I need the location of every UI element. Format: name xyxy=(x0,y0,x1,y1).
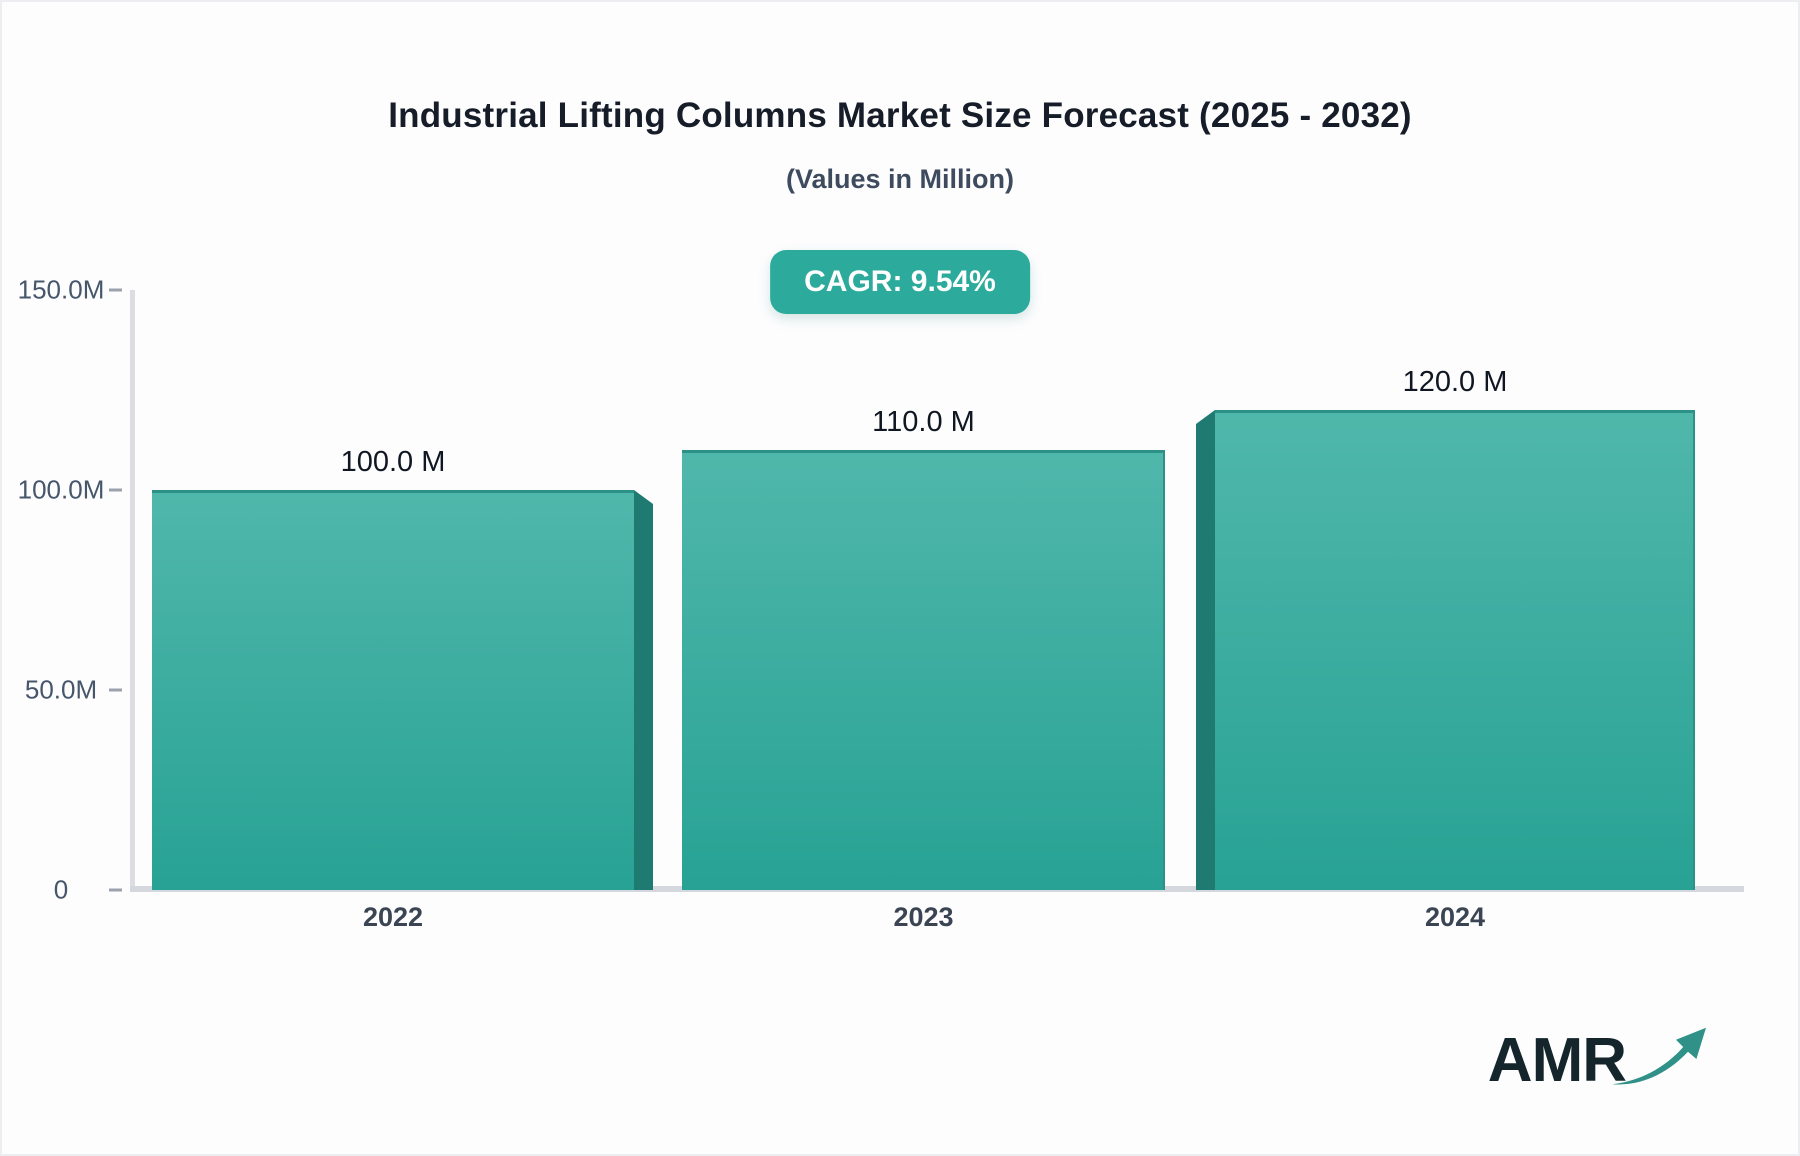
y-axis-line xyxy=(130,290,135,890)
bar-2022 xyxy=(152,490,634,890)
brand-logo: AMR xyxy=(1487,1026,1706,1099)
bar-value-label: 120.0 M xyxy=(1402,366,1508,398)
brand-logo-text: AMR xyxy=(1487,1026,1627,1095)
chart-subtitle: (Values in Million) xyxy=(785,164,1015,194)
y-tick-mark xyxy=(109,288,122,292)
y-tick-mark xyxy=(109,488,122,492)
bar-value-label: 110.0 M xyxy=(872,406,975,438)
y-tick-label: 0 xyxy=(53,874,69,905)
bar-3d-side xyxy=(1196,410,1215,890)
x-category-label: 2024 xyxy=(1424,902,1486,932)
bar-3d-side xyxy=(634,490,653,890)
x-category-label: 2023 xyxy=(893,902,954,932)
y-tick-mark xyxy=(109,888,122,892)
bar-2023 xyxy=(682,450,1165,890)
y-tick-label: 150.0M xyxy=(17,274,105,305)
bar-value-label: 100.0 M xyxy=(340,446,446,478)
y-tick-mark xyxy=(109,688,122,692)
bar-2024 xyxy=(1215,410,1695,890)
growth-arrow-icon xyxy=(1610,1024,1706,1099)
y-tick-label: 50.0M xyxy=(24,674,98,705)
chart-title: Industrial Lifting Columns Market Size F… xyxy=(388,96,1412,135)
x-category-label: 2022 xyxy=(362,902,424,932)
cagr-badge: CAGR: 9.54% xyxy=(770,250,1030,314)
y-tick-label: 100.0M xyxy=(17,474,105,505)
